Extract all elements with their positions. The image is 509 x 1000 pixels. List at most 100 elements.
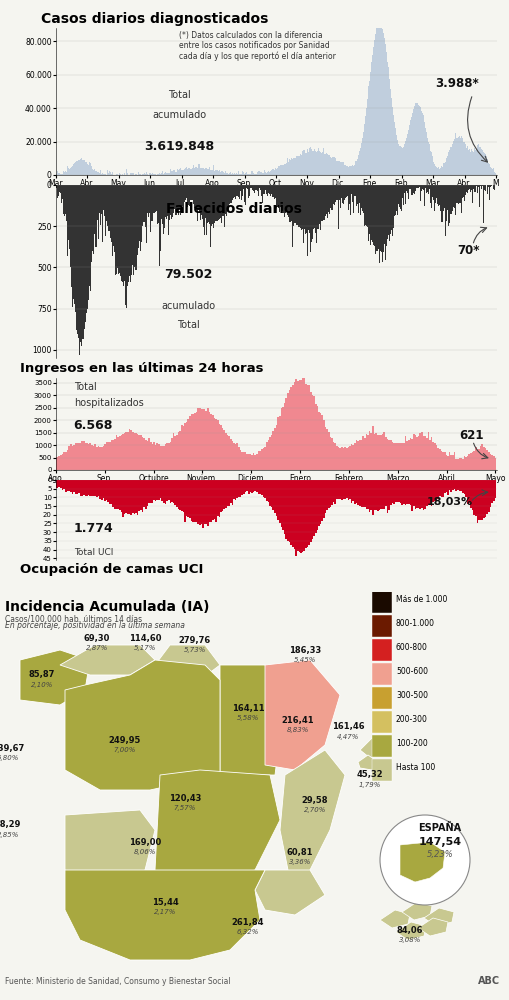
Bar bbox=[418, 433, 420, 470]
Bar bbox=[369, 81, 370, 175]
Bar bbox=[56, 171, 58, 175]
Bar bbox=[396, 185, 397, 215]
Bar bbox=[272, 431, 273, 470]
Bar bbox=[449, 455, 451, 470]
Bar bbox=[68, 168, 69, 175]
Bar bbox=[219, 172, 220, 175]
Bar bbox=[127, 185, 128, 286]
Bar bbox=[260, 172, 261, 175]
Polygon shape bbox=[219, 665, 285, 775]
Bar bbox=[83, 480, 84, 495]
Bar bbox=[189, 169, 190, 175]
Bar bbox=[309, 185, 310, 252]
Bar bbox=[67, 450, 68, 470]
Bar bbox=[357, 480, 358, 505]
Text: 8,06%: 8,06% bbox=[133, 849, 156, 855]
Bar bbox=[182, 170, 183, 175]
Bar bbox=[270, 185, 271, 194]
Bar bbox=[127, 173, 128, 175]
Bar bbox=[306, 185, 307, 256]
Bar bbox=[286, 185, 287, 212]
Bar bbox=[477, 144, 478, 175]
Bar bbox=[76, 480, 78, 494]
Bar bbox=[64, 172, 65, 175]
Bar bbox=[272, 185, 273, 197]
Bar bbox=[237, 174, 238, 175]
Bar bbox=[404, 185, 405, 193]
Bar bbox=[318, 480, 319, 526]
Bar bbox=[246, 185, 247, 188]
Bar bbox=[138, 174, 139, 175]
Bar bbox=[257, 171, 258, 175]
Bar bbox=[207, 169, 208, 175]
Bar bbox=[110, 480, 112, 504]
Bar bbox=[371, 185, 372, 240]
Bar bbox=[60, 455, 62, 470]
Bar bbox=[69, 185, 70, 249]
Bar bbox=[393, 122, 394, 175]
Bar bbox=[477, 185, 478, 187]
Bar bbox=[232, 185, 233, 200]
Bar bbox=[418, 106, 419, 175]
Bar bbox=[214, 185, 215, 223]
Bar bbox=[69, 169, 70, 175]
Bar bbox=[483, 185, 484, 190]
Bar bbox=[71, 185, 72, 287]
Bar bbox=[270, 435, 272, 470]
Bar bbox=[418, 185, 419, 187]
Bar bbox=[280, 185, 281, 205]
Text: hospitalizados: hospitalizados bbox=[73, 398, 143, 408]
Bar bbox=[132, 173, 133, 175]
Bar bbox=[288, 390, 290, 470]
Polygon shape bbox=[399, 842, 444, 882]
Bar bbox=[192, 480, 193, 522]
Bar bbox=[127, 432, 128, 470]
Bar bbox=[132, 185, 133, 265]
Bar bbox=[381, 29, 382, 175]
Bar bbox=[70, 480, 71, 492]
Bar bbox=[375, 34, 376, 175]
Bar bbox=[171, 438, 173, 470]
Bar bbox=[298, 185, 299, 227]
Text: Hasta 100: Hasta 100 bbox=[395, 764, 434, 772]
Bar bbox=[299, 154, 300, 175]
Bar bbox=[315, 151, 316, 175]
Text: 6,32%: 6,32% bbox=[236, 929, 259, 935]
Bar bbox=[72, 166, 73, 175]
Bar bbox=[472, 480, 474, 515]
Bar bbox=[401, 443, 402, 470]
Bar bbox=[89, 443, 91, 470]
Bar bbox=[402, 480, 404, 504]
Bar bbox=[155, 174, 156, 175]
Bar bbox=[399, 480, 401, 503]
Bar bbox=[434, 166, 435, 175]
Bar bbox=[214, 171, 215, 175]
Bar bbox=[433, 480, 435, 501]
Bar bbox=[494, 480, 495, 498]
Bar bbox=[252, 171, 253, 175]
Bar bbox=[234, 185, 235, 197]
Bar bbox=[244, 480, 246, 492]
Bar bbox=[391, 442, 392, 470]
Bar bbox=[329, 437, 330, 470]
Bar bbox=[447, 185, 448, 226]
Bar bbox=[389, 440, 391, 470]
Bar bbox=[143, 480, 145, 507]
Bar bbox=[146, 185, 147, 243]
Bar bbox=[423, 122, 424, 175]
Bar bbox=[472, 185, 473, 189]
Bar bbox=[188, 185, 189, 206]
Bar bbox=[316, 185, 317, 243]
Text: Ingresos en las últimas 24 horas: Ingresos en las últimas 24 horas bbox=[20, 362, 263, 375]
Bar bbox=[127, 480, 128, 514]
Bar bbox=[355, 161, 356, 175]
Bar bbox=[290, 480, 292, 545]
Bar bbox=[89, 185, 90, 286]
Bar bbox=[269, 480, 270, 506]
Text: 45,32: 45,32 bbox=[356, 770, 383, 780]
Bar bbox=[365, 185, 366, 226]
Bar bbox=[112, 440, 114, 470]
Bar bbox=[352, 445, 353, 470]
Bar bbox=[304, 480, 306, 548]
Bar bbox=[210, 480, 212, 522]
